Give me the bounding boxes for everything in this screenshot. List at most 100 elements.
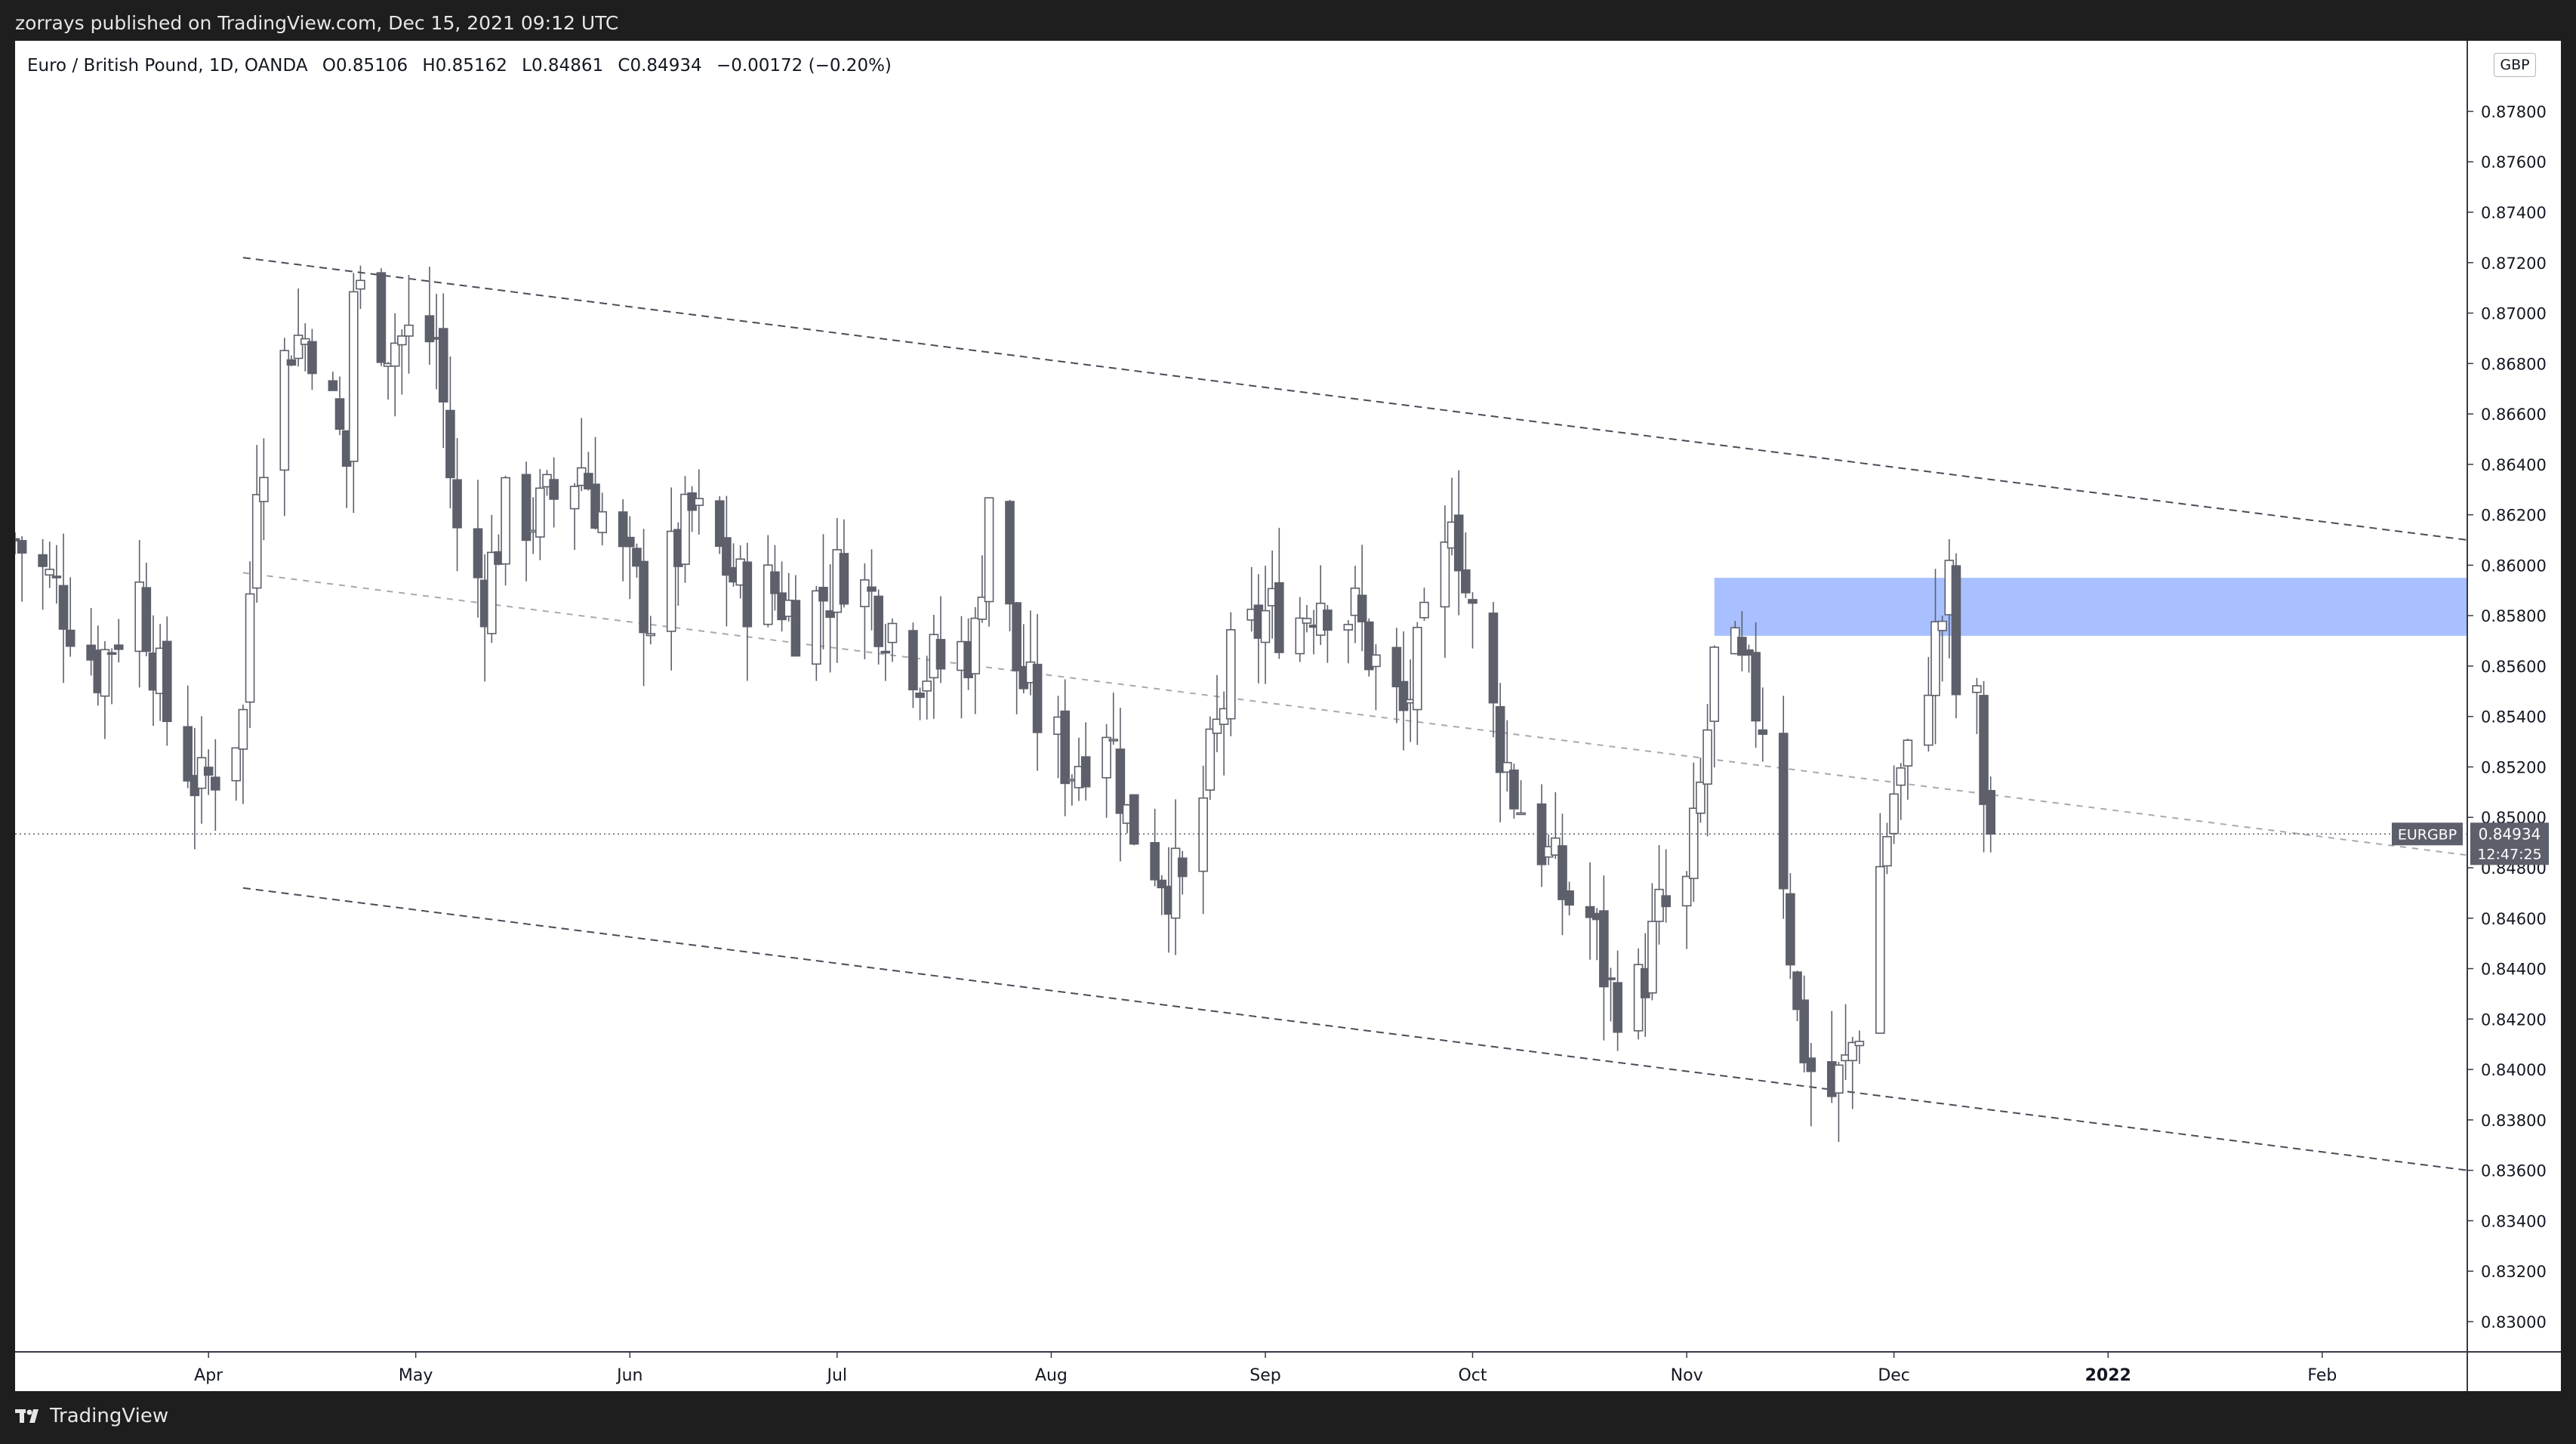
- candle[interactable]: [1108, 693, 1119, 745]
- candle[interactable]: [1536, 784, 1547, 887]
- candle[interactable]: [1205, 716, 1216, 801]
- candle[interactable]: [1979, 680, 1989, 853]
- candle[interactable]: [293, 288, 304, 367]
- candle[interactable]: [590, 437, 600, 530]
- candle[interactable]: [1792, 970, 1802, 1022]
- candle[interactable]: [376, 268, 387, 366]
- candle[interactable]: [1937, 616, 1947, 682]
- candle[interactable]: [259, 438, 269, 541]
- candle[interactable]: [251, 445, 262, 603]
- candle[interactable]: [860, 563, 870, 659]
- candle[interactable]: [812, 585, 821, 681]
- candle[interactable]: [473, 480, 483, 618]
- candle[interactable]: [666, 487, 676, 671]
- candle[interactable]: [887, 618, 898, 662]
- candle[interactable]: [549, 457, 559, 528]
- candle[interactable]: [1495, 683, 1505, 822]
- candle[interactable]: [915, 687, 925, 720]
- candle[interactable]: [521, 461, 532, 582]
- candle[interactable]: [1371, 644, 1381, 711]
- candle[interactable]: [1323, 604, 1333, 663]
- candle[interactable]: [1854, 1030, 1865, 1064]
- candle[interactable]: [874, 589, 883, 665]
- candle[interactable]: [1363, 618, 1374, 677]
- candle[interactable]: [1882, 822, 1892, 875]
- footer[interactable]: TradingView: [15, 1397, 168, 1435]
- candle[interactable]: [1688, 762, 1699, 903]
- candle[interactable]: [1558, 813, 1567, 936]
- candle[interactable]: [1661, 849, 1671, 923]
- candle[interactable]: [714, 495, 725, 554]
- candle[interactable]: [1453, 470, 1464, 616]
- lower-channel-trendline[interactable]: [242, 887, 2468, 1171]
- candle[interactable]: [880, 624, 891, 681]
- candle[interactable]: [1488, 601, 1499, 738]
- candle[interactable]: [1170, 799, 1181, 955]
- candle[interactable]: [680, 476, 690, 583]
- candle[interactable]: [1302, 605, 1312, 633]
- candle[interactable]: [818, 534, 828, 649]
- candle[interactable]: [1647, 883, 1657, 1001]
- candle[interactable]: [1606, 967, 1616, 1022]
- candle[interactable]: [328, 372, 338, 391]
- candle[interactable]: [1032, 614, 1043, 771]
- candle[interactable]: [183, 685, 193, 788]
- candle[interactable]: [1102, 724, 1111, 818]
- candle[interactable]: [100, 640, 110, 739]
- candle[interactable]: [1737, 611, 1747, 671]
- candle[interactable]: [334, 376, 345, 436]
- candle[interactable]: [1564, 881, 1574, 915]
- candle[interactable]: [1419, 588, 1429, 622]
- candle[interactable]: [1080, 722, 1091, 801]
- candle[interactable]: [839, 519, 849, 608]
- candle[interactable]: [1315, 565, 1326, 646]
- candle[interactable]: [15, 532, 20, 554]
- candle[interactable]: [722, 495, 732, 627]
- candle[interactable]: [1343, 620, 1354, 664]
- candle[interactable]: [1799, 975, 1809, 1073]
- candle[interactable]: [535, 469, 545, 560]
- candle[interactable]: [1115, 708, 1126, 862]
- candle[interactable]: [984, 497, 994, 627]
- candle[interactable]: [1509, 764, 1519, 819]
- chart-frame[interactable]: 0.83000 0.83200 0.83400 0.83600 0.83800 0.840…: [15, 41, 2561, 1391]
- candle[interactable]: [1599, 875, 1609, 1041]
- candle[interactable]: [445, 356, 455, 509]
- candle[interactable]: [867, 549, 877, 631]
- candle[interactable]: [211, 739, 220, 832]
- candle[interactable]: [1129, 794, 1139, 846]
- upper-channel-trendline[interactable]: [242, 257, 2468, 542]
- candle[interactable]: [977, 555, 988, 623]
- candle[interactable]: [1889, 765, 1899, 844]
- candle[interactable]: [45, 542, 55, 588]
- candle[interactable]: [1198, 765, 1208, 915]
- candle[interactable]: [922, 656, 932, 720]
- candle[interactable]: [141, 563, 152, 657]
- candle[interactable]: [584, 452, 593, 491]
- candle[interactable]: [770, 545, 780, 611]
- candle[interactable]: [162, 616, 172, 746]
- candle[interactable]: [383, 362, 393, 400]
- candle[interactable]: [1834, 1061, 1844, 1143]
- candle[interactable]: [742, 542, 753, 681]
- candle[interactable]: [1468, 592, 1478, 649]
- candle[interactable]: [1177, 850, 1188, 895]
- candle[interactable]: [694, 469, 704, 535]
- candle[interactable]: [438, 293, 448, 449]
- candle[interactable]: [1012, 601, 1021, 714]
- candle[interactable]: [1274, 527, 1284, 659]
- candle[interactable]: [424, 267, 435, 365]
- candle[interactable]: [279, 338, 290, 517]
- candle[interactable]: [1702, 704, 1712, 837]
- chart-canvas[interactable]: 0.83000 0.83200 0.83400 0.83600 0.83800 0.840…: [15, 41, 2561, 1391]
- candle[interactable]: [1806, 1042, 1816, 1127]
- candle[interactable]: [1896, 763, 1906, 820]
- candle[interactable]: [970, 606, 981, 714]
- candle[interactable]: [1786, 873, 1795, 980]
- candle[interactable]: [1157, 875, 1167, 915]
- candle[interactable]: [1951, 553, 1961, 718]
- candle[interactable]: [106, 648, 117, 705]
- candle[interactable]: [307, 329, 317, 390]
- candle[interactable]: [1681, 871, 1692, 949]
- candle[interactable]: [1875, 813, 1885, 1034]
